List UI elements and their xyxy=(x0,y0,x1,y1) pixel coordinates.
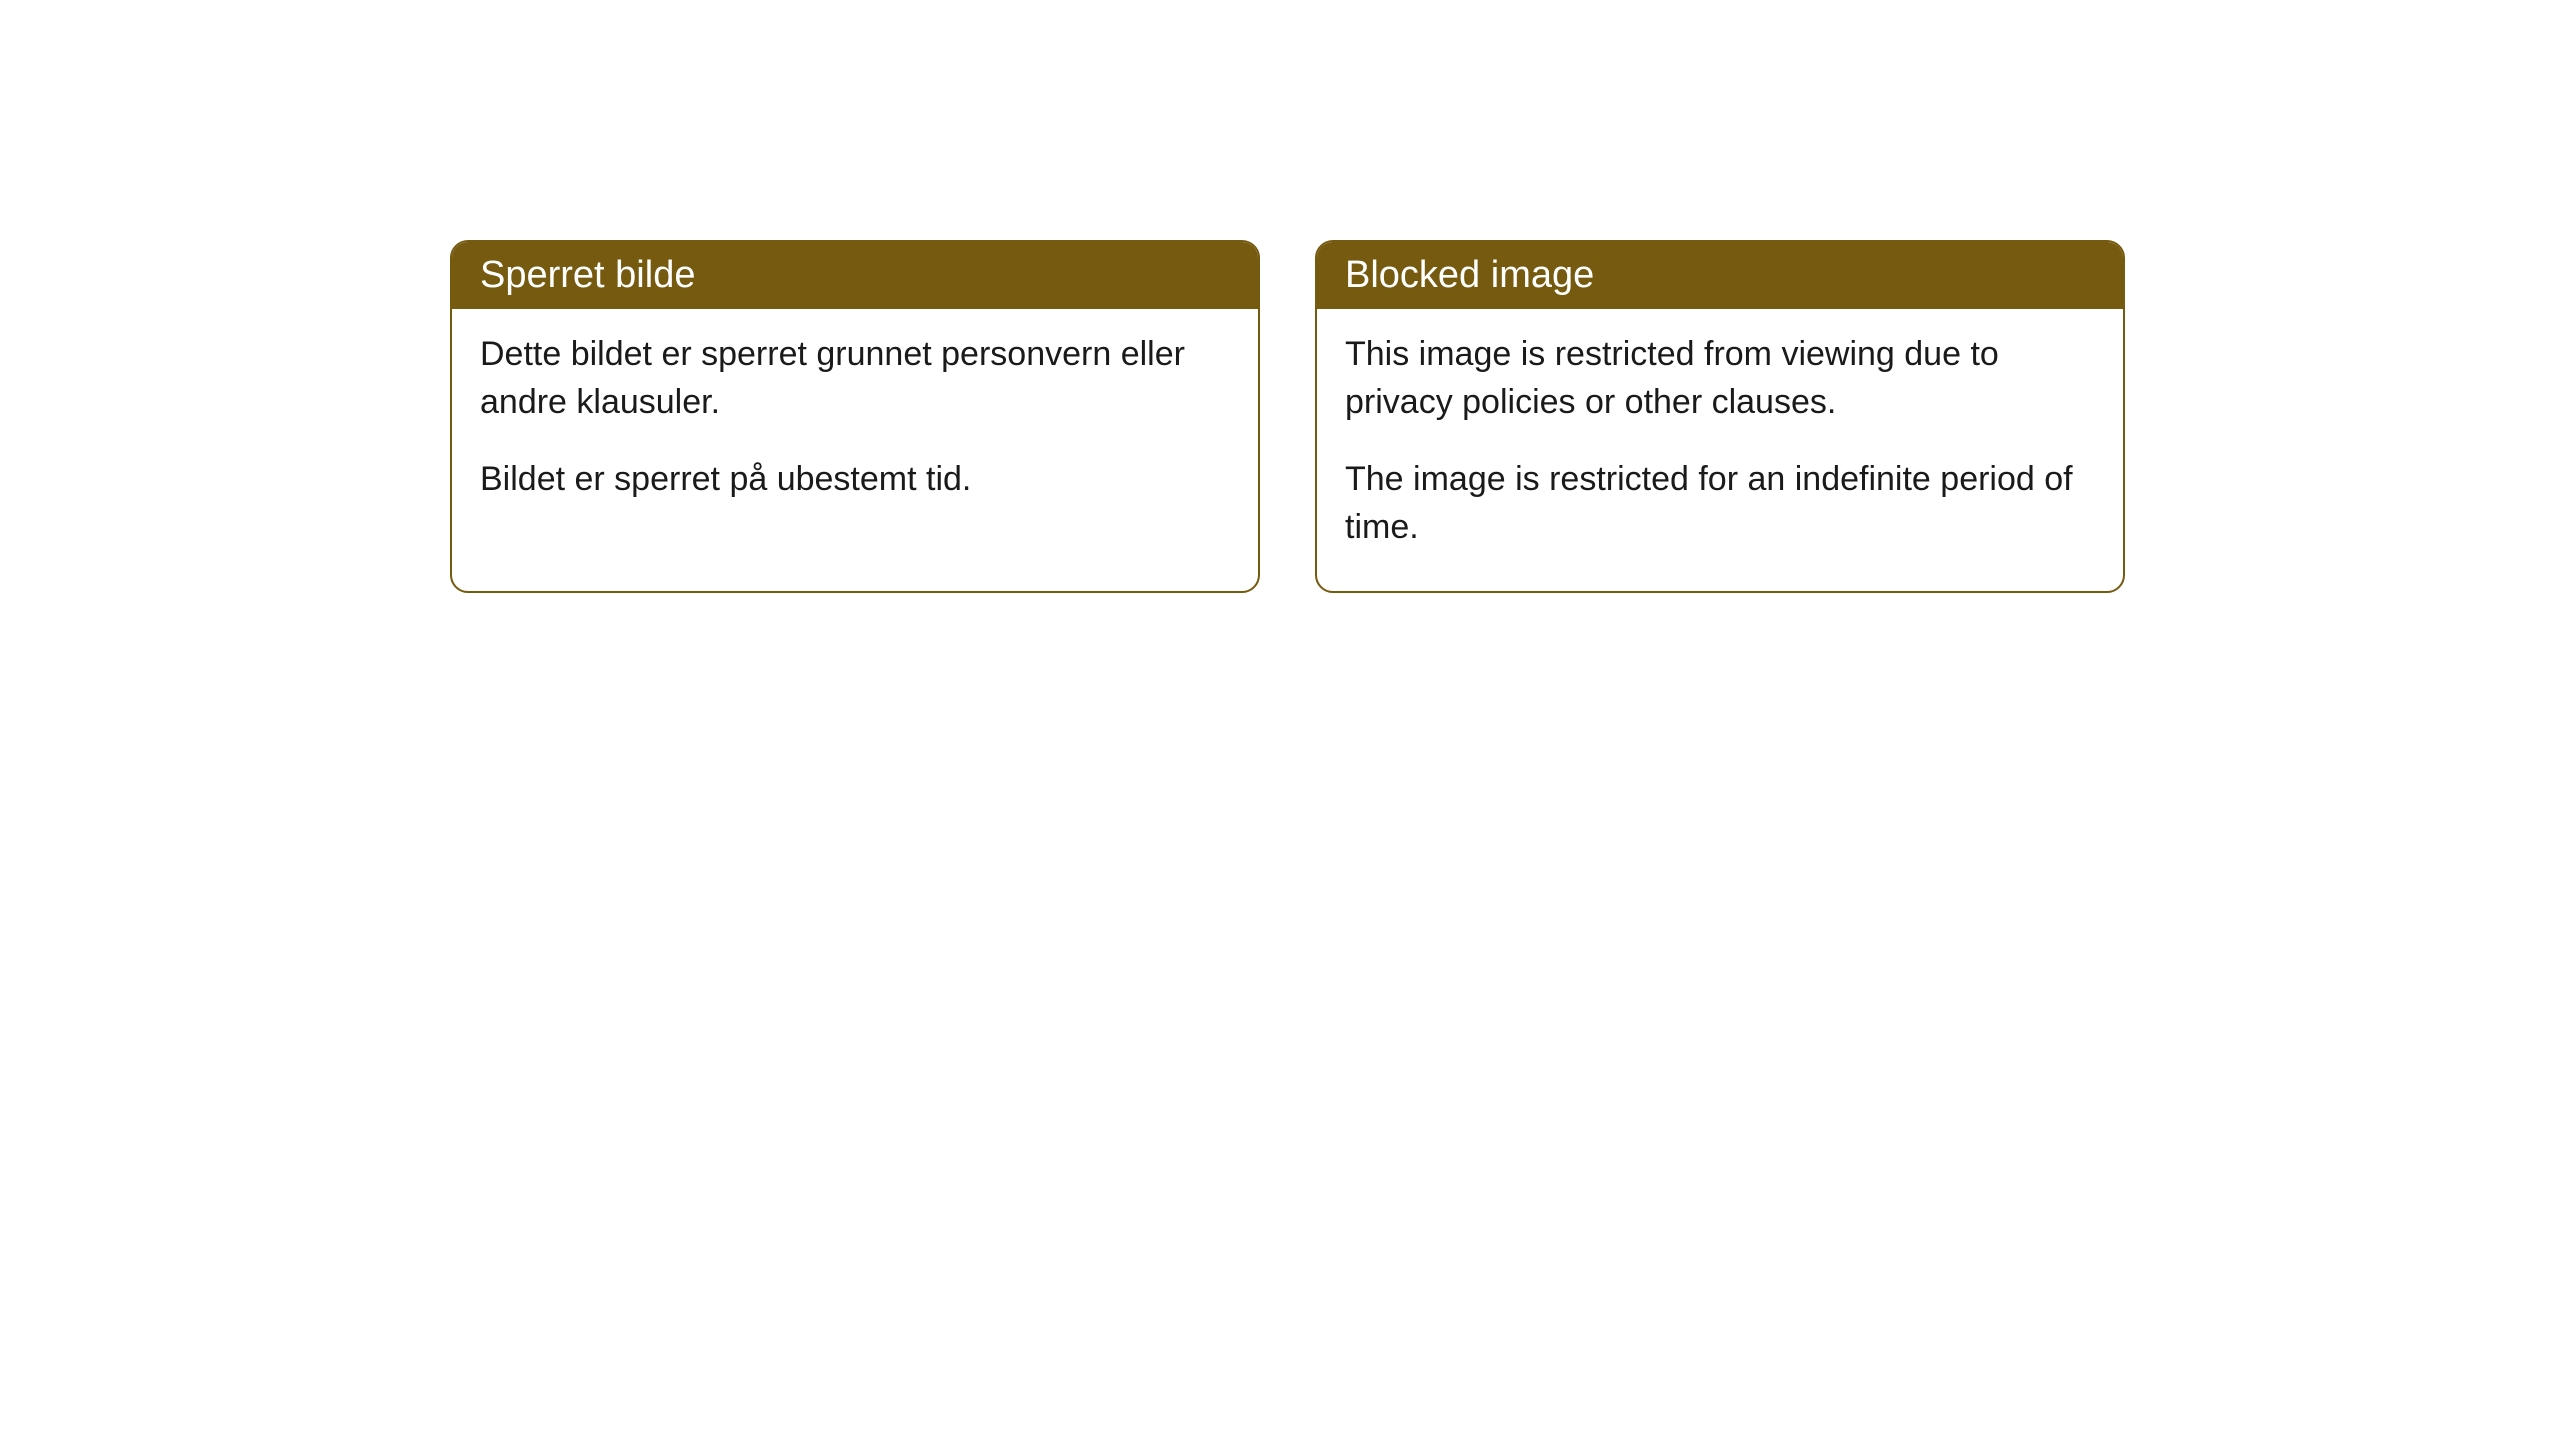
card-paragraph: The image is restricted for an indefinit… xyxy=(1345,456,2095,551)
notice-card-norwegian: Sperret bilde Dette bildet er sperret gr… xyxy=(450,240,1260,593)
card-title: Blocked image xyxy=(1345,254,1594,296)
card-body: Dette bildet er sperret grunnet personve… xyxy=(452,309,1258,544)
notice-card-english: Blocked image This image is restricted f… xyxy=(1315,240,2125,593)
notice-cards-container: Sperret bilde Dette bildet er sperret gr… xyxy=(450,240,2125,593)
card-title: Sperret bilde xyxy=(480,254,695,296)
card-body: This image is restricted from viewing du… xyxy=(1317,309,2123,591)
card-paragraph: Dette bildet er sperret grunnet personve… xyxy=(480,331,1230,426)
card-header: Blocked image xyxy=(1317,242,2123,309)
card-header: Sperret bilde xyxy=(452,242,1258,309)
card-paragraph: This image is restricted from viewing du… xyxy=(1345,331,2095,426)
card-paragraph: Bildet er sperret på ubestemt tid. xyxy=(480,456,1230,504)
